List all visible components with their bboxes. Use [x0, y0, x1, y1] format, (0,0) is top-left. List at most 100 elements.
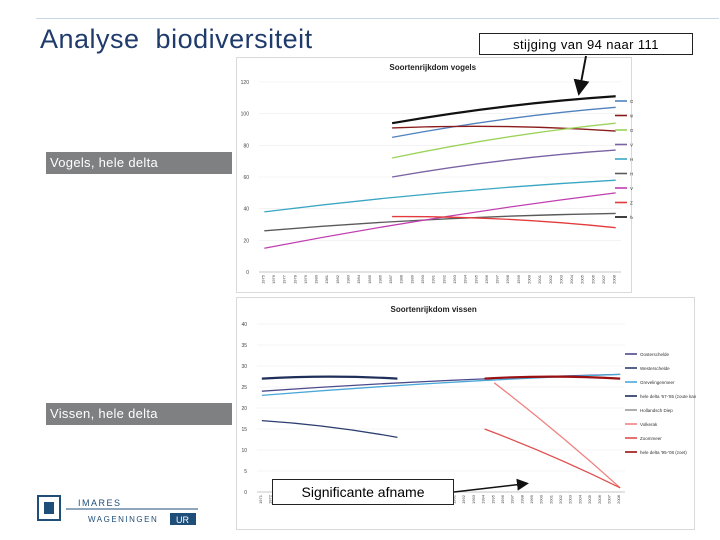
legend-label: Westerschelde — [640, 366, 670, 371]
chart-title: Soortenrijkdom vogels — [389, 63, 476, 72]
series-line — [261, 419, 398, 439]
x-tick-label: 2008 — [616, 494, 621, 504]
series-line — [261, 375, 398, 380]
y-tick-label: 25 — [241, 385, 247, 391]
y-tick-label: 100 — [241, 112, 250, 118]
x-tick-label: 1993 — [471, 494, 476, 504]
x-tick-label: 1998 — [519, 494, 524, 504]
x-tick-label: 1985 — [367, 274, 372, 284]
series-line — [484, 375, 621, 380]
bird-chart-panel: Soortenrijkdom vogels 0 20 40 60 80 100 120 1975… — [236, 57, 669, 293]
x-tick-label: 1991 — [431, 274, 436, 284]
x-tick-label: 1992 — [441, 274, 446, 284]
label-birds: Vogels, hele delta — [46, 152, 232, 174]
x-tick-label: 2000 — [527, 274, 532, 284]
x-tick-label: 1989 — [409, 274, 414, 284]
series-line — [391, 122, 616, 159]
x-tick-label: 2006 — [597, 494, 602, 504]
y-tick-label: 120 — [241, 80, 250, 86]
legend-label: Zoommeer — [640, 436, 662, 441]
chart-title: Soortenrijkdom vissen — [391, 305, 477, 314]
x-tick-label: 1990 — [420, 274, 425, 284]
series-line — [392, 215, 616, 229]
legend-label: Oosterschelde — [640, 352, 670, 357]
x-tick-label: 1977 — [282, 274, 287, 284]
annotation-box: Significante afname — [272, 479, 454, 505]
y-tick-label: 40 — [243, 207, 249, 213]
header-divider — [36, 18, 719, 19]
x-tick-label: 1982 — [335, 274, 340, 284]
x-tick-label: 2004 — [569, 274, 574, 284]
series-line — [391, 95, 616, 125]
x-tick-label: 1988 — [399, 274, 404, 284]
series-line — [493, 382, 621, 489]
x-tick-label: 1987 — [388, 274, 393, 284]
label-fish: Vissen, hele delta — [46, 403, 232, 425]
legend-label: Hollandsch Diep — [640, 408, 673, 413]
series-line — [392, 125, 616, 132]
x-tick-label: 1994 — [481, 494, 486, 504]
imares-wageningen-logo: IMARES WAGENINGEN UR — [36, 494, 200, 526]
x-tick-label: 1972 — [268, 494, 273, 504]
fish-chart: Soortenrijkdom vissen 0 5 10 15 20 25 30 35 40 197… — [241, 305, 699, 504]
x-tick-label: 1999 — [516, 274, 521, 284]
logo-badge-text: UR — [176, 515, 189, 525]
y-tick-label: 60 — [243, 175, 249, 181]
x-tick-label: 1991 — [452, 494, 457, 504]
x-tick-label: 1994 — [463, 274, 468, 284]
x-tick-label: 2001 — [537, 274, 542, 284]
legend-label: hele delta '67-'85 (zoute kant) — [640, 394, 696, 399]
x-tick-label: 2002 — [548, 274, 553, 284]
x-tick-label: 2007 — [606, 494, 611, 504]
y-tick-label: 30 — [241, 364, 247, 370]
x-tick-label: 1975 — [260, 274, 265, 284]
legend-label: Volkerak — [640, 422, 658, 427]
y-tick-label: 40 — [241, 322, 247, 328]
legend-label: Grevelingenmeer — [640, 380, 675, 385]
x-tick-label: 1996 — [484, 274, 489, 284]
x-tick-label: 1999 — [529, 494, 534, 504]
x-tick-label: 1971 — [258, 494, 263, 504]
y-tick-label: 20 — [243, 238, 249, 244]
callout-arrow — [573, 55, 590, 96]
y-tick-label: 80 — [243, 143, 249, 149]
y-tick-label: 5 — [244, 469, 247, 475]
series-line — [391, 106, 616, 139]
series-line — [391, 149, 616, 178]
x-tick-label: 1993 — [452, 274, 457, 284]
logo-top-text: IMARES — [78, 498, 122, 508]
y-tick-label: 15 — [241, 427, 247, 433]
callout-box: stijging van 94 naar 111 — [479, 33, 693, 55]
annotation-arrow — [453, 478, 529, 493]
y-tick-label: 0 — [244, 490, 247, 496]
x-tick-label: 1980 — [314, 274, 319, 284]
x-tick-label: 1995 — [473, 274, 478, 284]
x-tick-label: 1984 — [356, 274, 361, 284]
x-tick-label: 1998 — [505, 274, 510, 284]
y-tick-label: 10 — [241, 448, 247, 454]
y-tick-label: 35 — [241, 343, 247, 349]
x-tick-label: 1995 — [490, 494, 495, 504]
x-tick-label: 1992 — [461, 494, 466, 504]
x-tick-label: 1981 — [324, 274, 329, 284]
x-tick-label: 1997 — [495, 274, 500, 284]
x-tick-label: 1983 — [346, 274, 351, 284]
x-tick-label: 2000 — [539, 494, 544, 504]
series-line — [264, 179, 616, 213]
slide-title: Analyse biodiversiteit — [40, 24, 313, 54]
x-tick-label: 1976 — [271, 274, 276, 284]
series-line — [484, 428, 621, 489]
x-tick-label: 2005 — [587, 494, 592, 504]
series-line — [264, 212, 616, 232]
logo-bottom-text: WAGENINGEN — [88, 515, 158, 524]
x-tick-label: 2003 — [568, 494, 573, 504]
x-tick-label: 2008 — [612, 274, 617, 284]
x-tick-label: 2004 — [577, 494, 582, 504]
x-tick-label: 2002 — [558, 494, 563, 504]
x-tick-label: 2005 — [580, 274, 585, 284]
x-tick-label: 2007 — [601, 274, 606, 284]
x-tick-label: 1986 — [377, 274, 382, 284]
legend-label: hele delta '95-'08 (zoet) — [640, 450, 687, 455]
y-tick-label: 20 — [241, 406, 247, 412]
